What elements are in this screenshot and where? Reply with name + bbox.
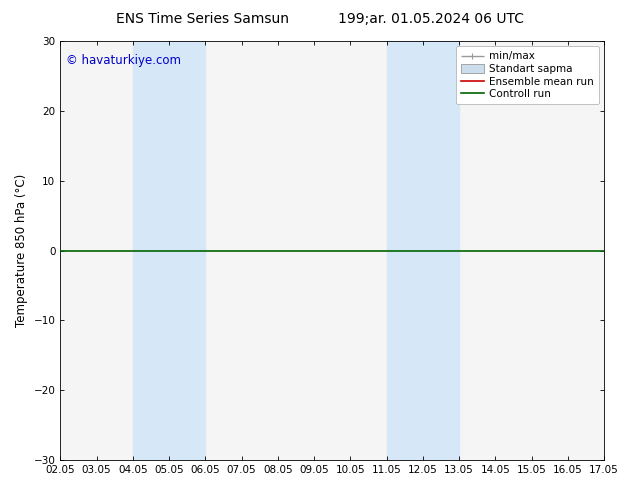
Text: ENS Time Series Samsun: ENS Time Series Samsun <box>117 12 289 26</box>
Text: © havaturkiye.com: © havaturkiye.com <box>66 53 181 67</box>
Bar <box>387 41 423 460</box>
Text: 199;ar. 01.05.2024 06 UTC: 199;ar. 01.05.2024 06 UTC <box>338 12 524 26</box>
Y-axis label: Temperature 850 hPa (°C): Temperature 850 hPa (°C) <box>15 174 28 327</box>
Bar <box>133 41 169 460</box>
Legend: min/max, Standart sapma, Ensemble mean run, Controll run: min/max, Standart sapma, Ensemble mean r… <box>456 46 599 104</box>
Bar <box>423 41 459 460</box>
Bar <box>169 41 205 460</box>
